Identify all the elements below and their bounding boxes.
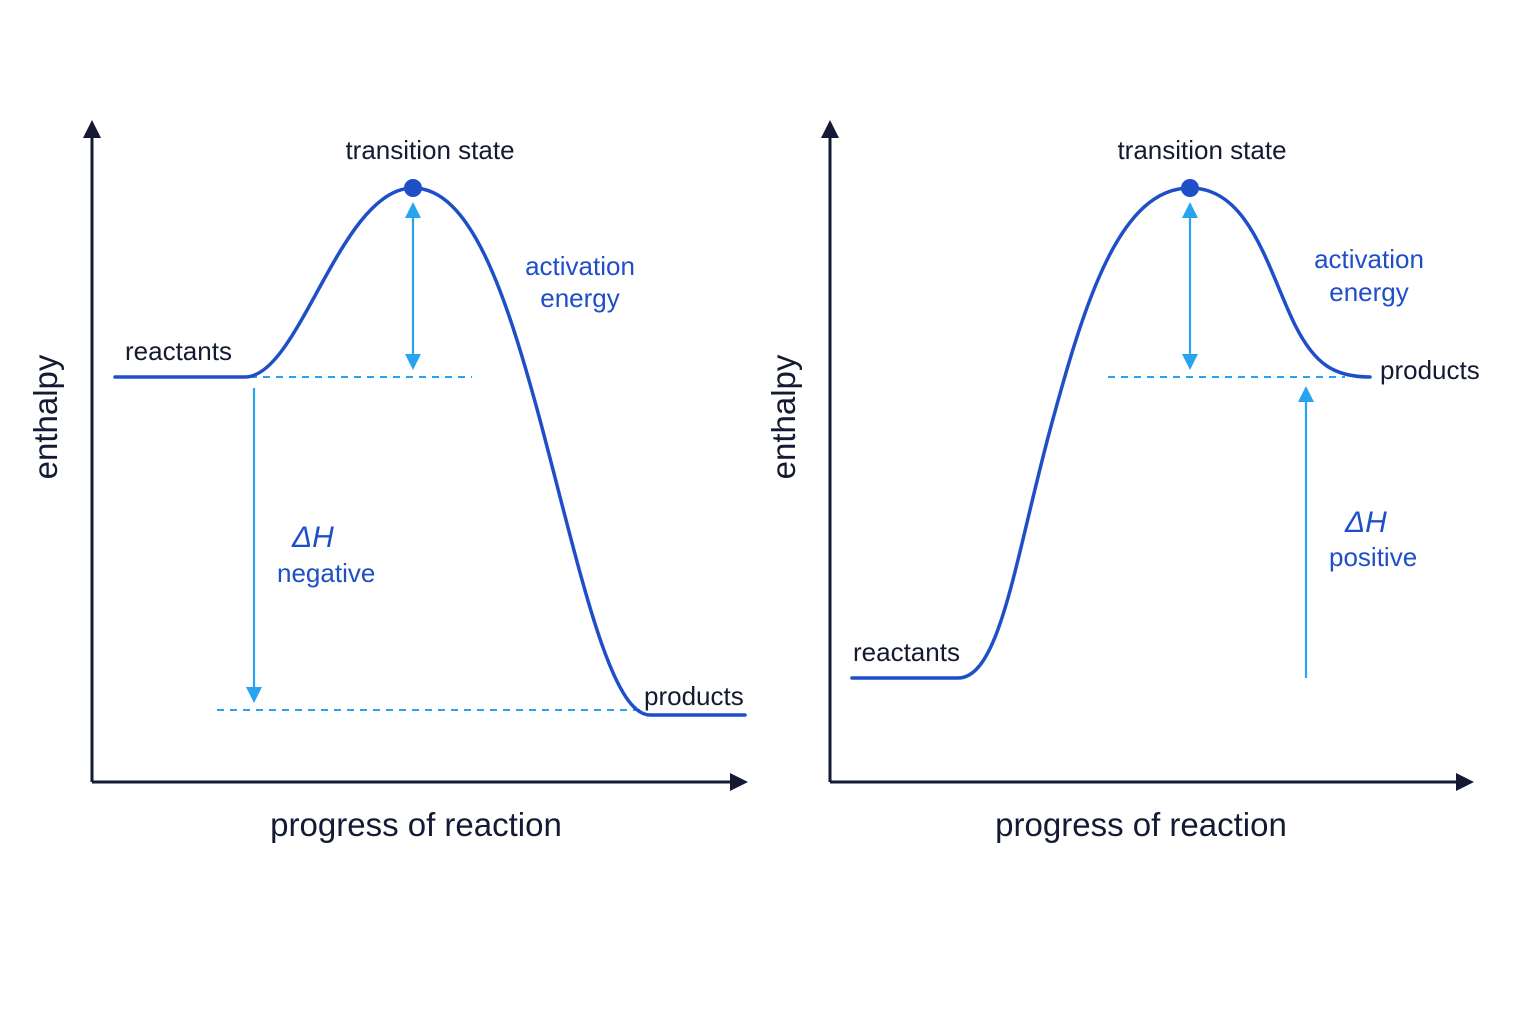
delta-h-sign-label: positive	[1329, 542, 1417, 572]
y-axis-label: enthalpy	[765, 354, 802, 479]
activation-label-line1: activation	[525, 251, 635, 281]
delta-h-arrowhead	[246, 687, 262, 703]
y-axis-arrowhead	[821, 120, 839, 138]
transition-state-label: transition state	[345, 135, 514, 165]
activation-arrowhead-up	[405, 202, 421, 218]
activation-arrowhead-up	[1182, 202, 1198, 218]
activation-label-line1: activation	[1314, 244, 1424, 274]
activation-arrowhead-down	[405, 354, 421, 370]
y-axis-label: enthalpy	[27, 354, 64, 479]
x-axis-arrowhead	[1456, 773, 1474, 791]
reaction-curve	[850, 186, 1372, 680]
delta-h-symbol: ΔH	[1344, 506, 1387, 539]
transition-state-label: transition state	[1117, 135, 1286, 165]
y-axis-arrowhead	[83, 120, 101, 138]
products-label: products	[1380, 355, 1480, 385]
x-axis-label: progress of reaction	[270, 806, 562, 843]
activation-arrowhead-down	[1182, 354, 1198, 370]
x-axis-label: progress of reaction	[995, 806, 1287, 843]
activation-label-line2: energy	[1329, 277, 1409, 307]
transition-state-point	[1181, 179, 1199, 197]
x-axis-arrowhead	[730, 773, 748, 791]
delta-h-symbol: ΔH	[291, 521, 334, 554]
delta-h-arrowhead	[1298, 386, 1314, 402]
reactants-label: reactants	[853, 637, 960, 667]
activation-label-line2: energy	[540, 283, 620, 313]
transition-state-point	[404, 179, 422, 197]
delta-h-sign-label: negative	[277, 558, 375, 588]
reaction-curve	[113, 186, 747, 717]
exothermic-diagram: transition state reactants products acti…	[27, 120, 748, 843]
endothermic-diagram: transition state reactants products acti…	[765, 120, 1480, 843]
products-label: products	[644, 681, 744, 711]
reactants-label: reactants	[125, 336, 232, 366]
